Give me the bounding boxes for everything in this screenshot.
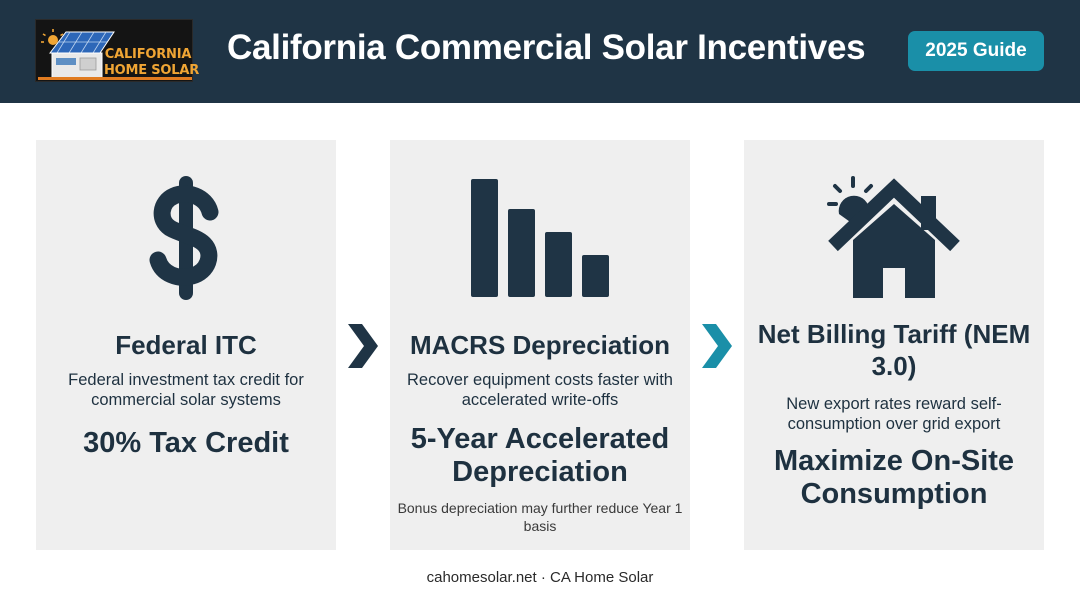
dollar-icon (36, 176, 336, 300)
card-title: Net Billing Tariff (NEM 3.0) (757, 319, 1031, 381)
card-description: New export rates reward self-consumption… (786, 395, 1002, 433)
card-highlight: 30% Tax Credit (83, 427, 289, 459)
chevron-right-icon (700, 324, 734, 373)
card-net-billing-tariff: Net Billing Tariff (NEM 3.0) New export … (744, 140, 1044, 550)
card-federal-itc: Federal ITC Federal investment tax credi… (36, 140, 336, 550)
guide-year-badge: 2025 Guide (908, 31, 1044, 71)
card-description: Federal investment tax credit for commer… (68, 371, 304, 409)
solar-house-logo-icon (38, 29, 192, 80)
card-note: Bonus depreciation may further reduce Ye… (397, 500, 683, 534)
company-logo[interactable]: CALIFORNIA HOME SOLAR (35, 19, 200, 82)
card-macrs-depreciation: MACRS Depreciation Recover equipment cos… (390, 140, 690, 550)
card-description: Recover equipment costs faster with acce… (407, 371, 673, 409)
card-title: Federal ITC (115, 330, 257, 360)
card-highlight: 5-Year Accelerated Depreciation (410, 423, 670, 488)
footer-credit: cahomesolar.net · CA Home Solar (426, 569, 654, 586)
bar-chart-icon (390, 179, 690, 297)
solar-house-icon (744, 174, 1044, 300)
chevron-right-icon (346, 324, 380, 373)
page-title: California Commercial Solar Incentives (227, 28, 866, 67)
logo-line-1: CALIFORNIA (104, 47, 192, 62)
header-bar: CALIFORNIA HOME SOLAR California Commerc… (0, 0, 1080, 103)
logo-line-2: HOME SOLAR (104, 63, 200, 78)
card-title: MACRS Depreciation (409, 330, 671, 360)
card-highlight: Maximize On-Site Consumption (773, 445, 1015, 510)
logo-wordmark: CALIFORNIA HOME SOLAR (104, 47, 200, 79)
